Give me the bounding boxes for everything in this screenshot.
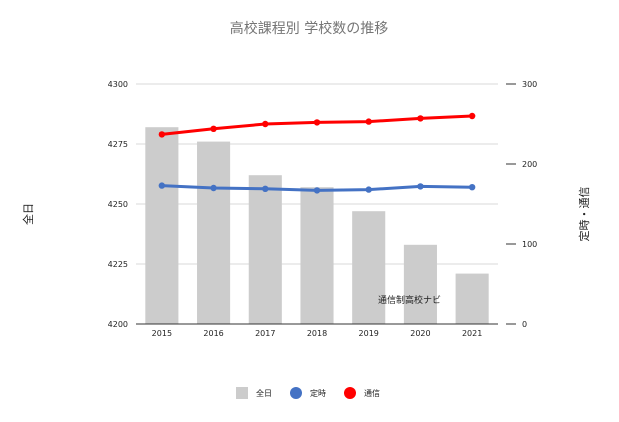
legend-swatch-line xyxy=(344,387,356,399)
x-axis-tick-label: 2017 xyxy=(255,329,275,338)
point-tsushin xyxy=(365,118,372,125)
bar-zennichi xyxy=(248,175,282,324)
point-teiji xyxy=(210,184,217,192)
bar-zennichi xyxy=(403,244,437,324)
point-tsushin xyxy=(468,112,476,120)
x-axis-tick-label: 2016 xyxy=(203,329,223,338)
bar-zennichi xyxy=(300,187,334,324)
right-axis-tick-label: 0 xyxy=(522,320,527,329)
x-axis-tick-label: 2019 xyxy=(359,329,379,338)
legend-swatch-line xyxy=(290,387,302,399)
point-tsushin xyxy=(158,131,166,138)
point-tsushin xyxy=(417,115,424,122)
right-axis-tick-label: 100 xyxy=(522,240,537,249)
bar-zennichi xyxy=(455,273,489,324)
point-tsushin xyxy=(210,125,217,132)
legend-swatch-bar xyxy=(236,387,248,399)
source-annotation: 通信制高校ナビ xyxy=(378,294,441,306)
axes: 4200 4225 4250 4275 4300 0 100 200 300 2015 2016 20… xyxy=(108,80,538,338)
x-axis-tick-label: 2018 xyxy=(307,329,327,338)
point-tsushin xyxy=(262,120,269,128)
point-teiji xyxy=(417,183,424,190)
legend-label: 全日 xyxy=(256,388,272,398)
right-axis-tick-label: 200 xyxy=(522,160,537,169)
bar-zennichi xyxy=(352,211,386,324)
point-teiji xyxy=(468,184,476,191)
point-teiji xyxy=(365,186,372,193)
left-axis-tick-label: 4225 xyxy=(108,260,128,269)
left-axis-tick-label: 4250 xyxy=(108,200,128,209)
point-teiji xyxy=(313,187,321,194)
chart-title: 高校課程別 学校数の推移 xyxy=(230,20,388,37)
legend-label: 通信 xyxy=(364,388,380,398)
x-axis-tick-label: 2015 xyxy=(152,329,172,338)
legend: 全日 定時 通信 xyxy=(236,387,380,399)
bar-zennichi xyxy=(197,141,231,324)
left-axis-title: 全日 xyxy=(21,203,35,225)
point-tsushin xyxy=(313,119,321,126)
point-teiji xyxy=(262,185,269,192)
bar-series-layer xyxy=(145,127,489,324)
x-axis-tick-label: 2020 xyxy=(410,329,430,338)
left-axis-tick-label: 4200 xyxy=(108,320,128,329)
point-teiji xyxy=(158,182,166,189)
legend-label: 定時 xyxy=(310,388,326,398)
line-series-layer xyxy=(158,112,476,194)
right-axis-title: 定時・通信 xyxy=(577,187,591,242)
bar-zennichi xyxy=(145,127,179,324)
left-axis-tick-label: 4275 xyxy=(108,140,128,149)
right-axis-tick-label: 300 xyxy=(522,80,537,89)
x-axis-tick-label: 2021 xyxy=(462,329,482,338)
left-axis-tick-label: 4300 xyxy=(108,80,128,89)
